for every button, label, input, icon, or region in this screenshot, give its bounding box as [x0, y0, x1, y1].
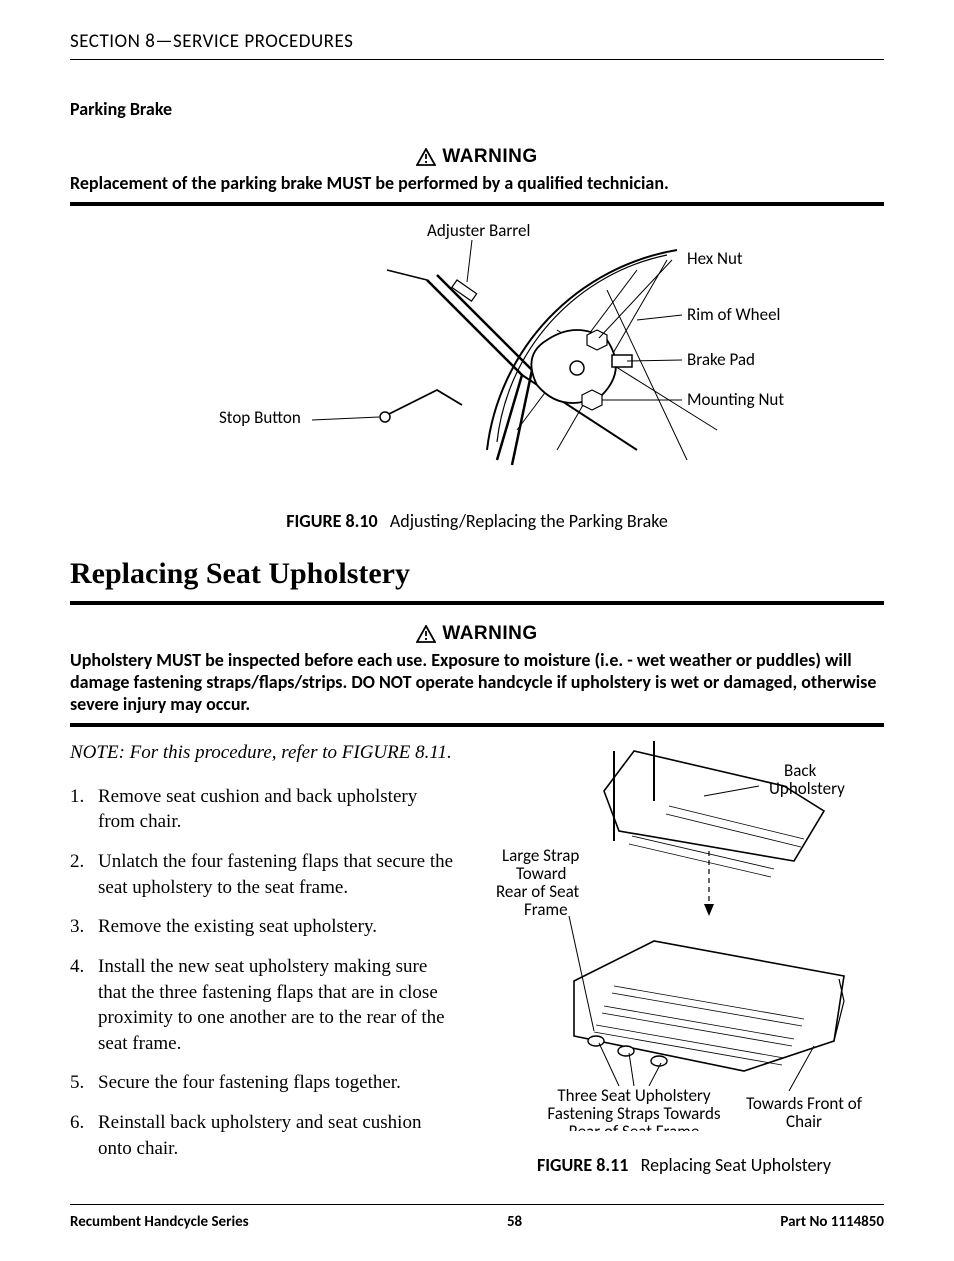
warning-label-2: WARNING	[442, 623, 537, 645]
figure-8-11-caption: FIGURE 8.11 Replacing Seat Upholstery	[484, 1154, 884, 1176]
figure-8-10-number: FIGURE 8.10	[286, 510, 377, 532]
step-item: Reinstall back upholstery and seat cushi…	[70, 1110, 454, 1161]
callout-adjuster-barrel: Adjuster Barrel	[427, 220, 530, 241]
figure-8-11-number: FIGURE 8.11	[537, 1154, 628, 1176]
procedure-note: NOTE: For this procedure, refer to FIGUR…	[70, 741, 454, 766]
page-footer: Recumbent Handcycle Series 58 Part No 11…	[70, 1204, 884, 1231]
step-item: Install the new seat upholstery making s…	[70, 954, 454, 1057]
callout-stop-button: Stop Button	[219, 407, 301, 428]
callout-back-upholstery-l2: Upholstery	[769, 778, 845, 799]
warning-heading-2: WARNING	[70, 623, 884, 645]
step-item: Secure the four fastening flaps together…	[70, 1070, 454, 1096]
footer-left: Recumbent Handcycle Series	[70, 1213, 249, 1231]
warning-text-1: Replacement of the parking brake MUST be…	[70, 172, 884, 194]
callout-three-straps-l3: Rear of Seat Frame	[569, 1121, 700, 1131]
warning-label-1: WARNING	[442, 146, 537, 168]
steps-list: Remove seat cushion and back upholstery …	[70, 784, 454, 1162]
callout-hex-nut: Hex Nut	[687, 248, 743, 269]
callout-rim-of-wheel: Rim of Wheel	[687, 304, 780, 325]
figure-8-10-svg: Adjuster Barrel Hex Nut Rim of Wheel Bra…	[127, 220, 827, 500]
section-header: SECTION 8—SERVICE PROCEDURES	[70, 30, 884, 60]
replacing-seat-heading: Replacing Seat Upholstery	[70, 557, 884, 591]
figure-8-10: Adjuster Barrel Hex Nut Rim of Wheel Bra…	[70, 220, 884, 532]
step-item: Remove seat cushion and back upholstery …	[70, 784, 454, 835]
step-item: Remove the existing seat upholstery.	[70, 914, 454, 940]
rule	[70, 601, 884, 605]
rule	[70, 723, 884, 727]
figure-8-10-caption: FIGURE 8.10 Adjusting/Replacing the Park…	[70, 510, 884, 532]
warning-heading-1: WARNING	[70, 146, 884, 168]
parking-brake-title: Parking Brake	[70, 98, 884, 120]
callout-mounting-nut: Mounting Nut	[687, 389, 784, 410]
footer-page-number: 58	[507, 1213, 522, 1231]
warning-triangle-icon	[416, 625, 436, 643]
step-item: Unlatch the four fastening flaps that se…	[70, 849, 454, 900]
figure-8-11-svg: Back Upholstery Large Strap Toward Rear …	[484, 741, 884, 1131]
rule	[70, 202, 884, 206]
callout-brake-pad: Brake Pad	[687, 349, 755, 370]
callout-large-strap-l4: Frame	[524, 899, 568, 920]
figure-8-10-caption-text: Adjusting/Replacing the Parking Brake	[390, 510, 668, 532]
callout-towards-front-l2: Chair	[786, 1111, 822, 1131]
footer-right: Part No 1114850	[780, 1213, 884, 1231]
warning-triangle-icon	[416, 148, 436, 166]
figure-8-11-caption-text: Replacing Seat Upholstery	[641, 1154, 831, 1176]
warning-text-2: Upholstery MUST be inspected before each…	[70, 649, 884, 715]
